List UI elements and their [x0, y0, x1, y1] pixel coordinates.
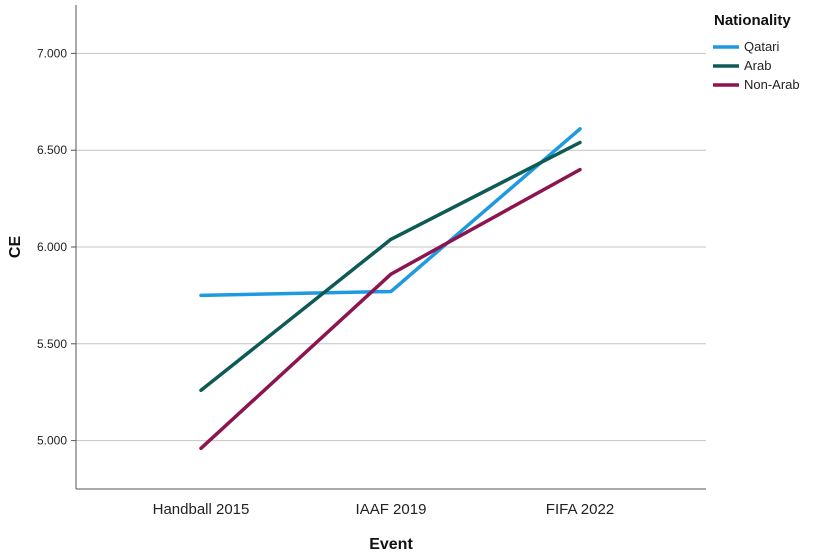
- legend-title: Nationality: [714, 12, 791, 29]
- series-lines: [199, 127, 582, 451]
- series-line-arab: [199, 140, 582, 393]
- legend-label: Arab: [744, 58, 771, 73]
- legend: Nationality Qatari Arab Non-Arab: [713, 12, 800, 92]
- y-axis-title: CE: [7, 236, 24, 259]
- y-tick-label: 6.000: [37, 240, 67, 254]
- y-tick-label: 7.000: [37, 46, 67, 60]
- x-axis-title: Event: [369, 536, 413, 553]
- x-tick-label: IAAF 2019: [356, 501, 427, 518]
- y-tick-label: 5.000: [37, 434, 67, 448]
- x-tick-label: Handball 2015: [153, 501, 250, 518]
- x-tick-label: FIFA 2022: [546, 501, 614, 518]
- x-ticks: Handball 2015 IAAF 2019 FIFA 2022: [153, 501, 615, 518]
- grid-lines: [76, 52, 706, 442]
- legend-label: Qatari: [744, 39, 780, 54]
- y-ticks: 5.000 5.500 6.000 6.500 7.000: [37, 46, 76, 448]
- series-line-non-arab: [199, 167, 582, 451]
- legend-label: Non-Arab: [744, 77, 800, 92]
- series-line-qatari: [199, 127, 582, 298]
- y-tick-label: 6.500: [37, 143, 67, 157]
- y-tick-label: 5.500: [37, 337, 67, 351]
